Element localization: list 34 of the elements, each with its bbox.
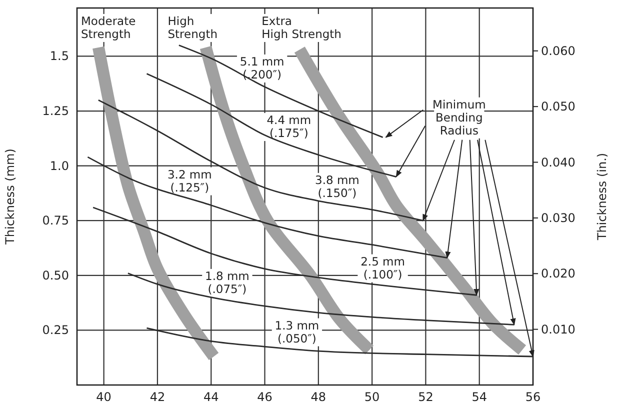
series-label: 4.4 mm (.175″) <box>266 113 312 140</box>
y2-tick-label: 0.040 <box>541 155 576 170</box>
series-label: 2.5 mm (.100″) <box>360 254 405 282</box>
y2-tick-label: 0.060 <box>541 44 576 58</box>
y-tick-label: 1.5 <box>50 49 69 64</box>
y-tick-label: 0.75 <box>42 214 69 228</box>
x-tick-label: 50 <box>364 390 380 404</box>
annotation: Minimum Bending Radius <box>432 97 486 138</box>
y2-tick-label: 0.020 <box>541 266 576 281</box>
x-tick-label: 56 <box>525 390 541 404</box>
x-tick-label: 54 <box>472 390 487 404</box>
series-label: 3.2 mm (.125″) <box>167 167 212 194</box>
y-tick-label: 0.50 <box>42 268 69 282</box>
y2-tick-label: 0.010 <box>541 322 576 336</box>
y2-tick-label: 0.030 <box>541 210 576 225</box>
x-tick-label: 52 <box>418 390 434 404</box>
x-tick-label: 44 <box>203 390 219 404</box>
series-label: Extra High Strength <box>262 14 342 41</box>
y-tick-label: 1.25 <box>42 104 69 118</box>
y2-axis-title: Thickness (in.) <box>595 152 609 242</box>
series-label: 5.1 mm (.200″) <box>240 54 284 82</box>
series-label: Moderate Strength <box>81 14 136 41</box>
series-label: 3.8 mm (.150″) <box>315 172 360 200</box>
x-tick-label: 40 <box>96 390 112 404</box>
x-tick-label: 48 <box>310 390 326 404</box>
series-label: High Strength <box>168 14 218 41</box>
series-label: 1.3 mm (.050″) <box>274 318 320 346</box>
x-tick-label: 42 <box>150 390 166 404</box>
x-tick-label: 46 <box>257 390 272 404</box>
y-tick-label: 1.0 <box>50 158 69 173</box>
y2-tick-label: 0.050 <box>541 100 576 114</box>
y-tick-label: 0.25 <box>42 323 69 338</box>
series-label: 1.8 mm (.075″) <box>205 268 250 296</box>
y-axis-title: Thickness (mm) <box>3 148 17 246</box>
